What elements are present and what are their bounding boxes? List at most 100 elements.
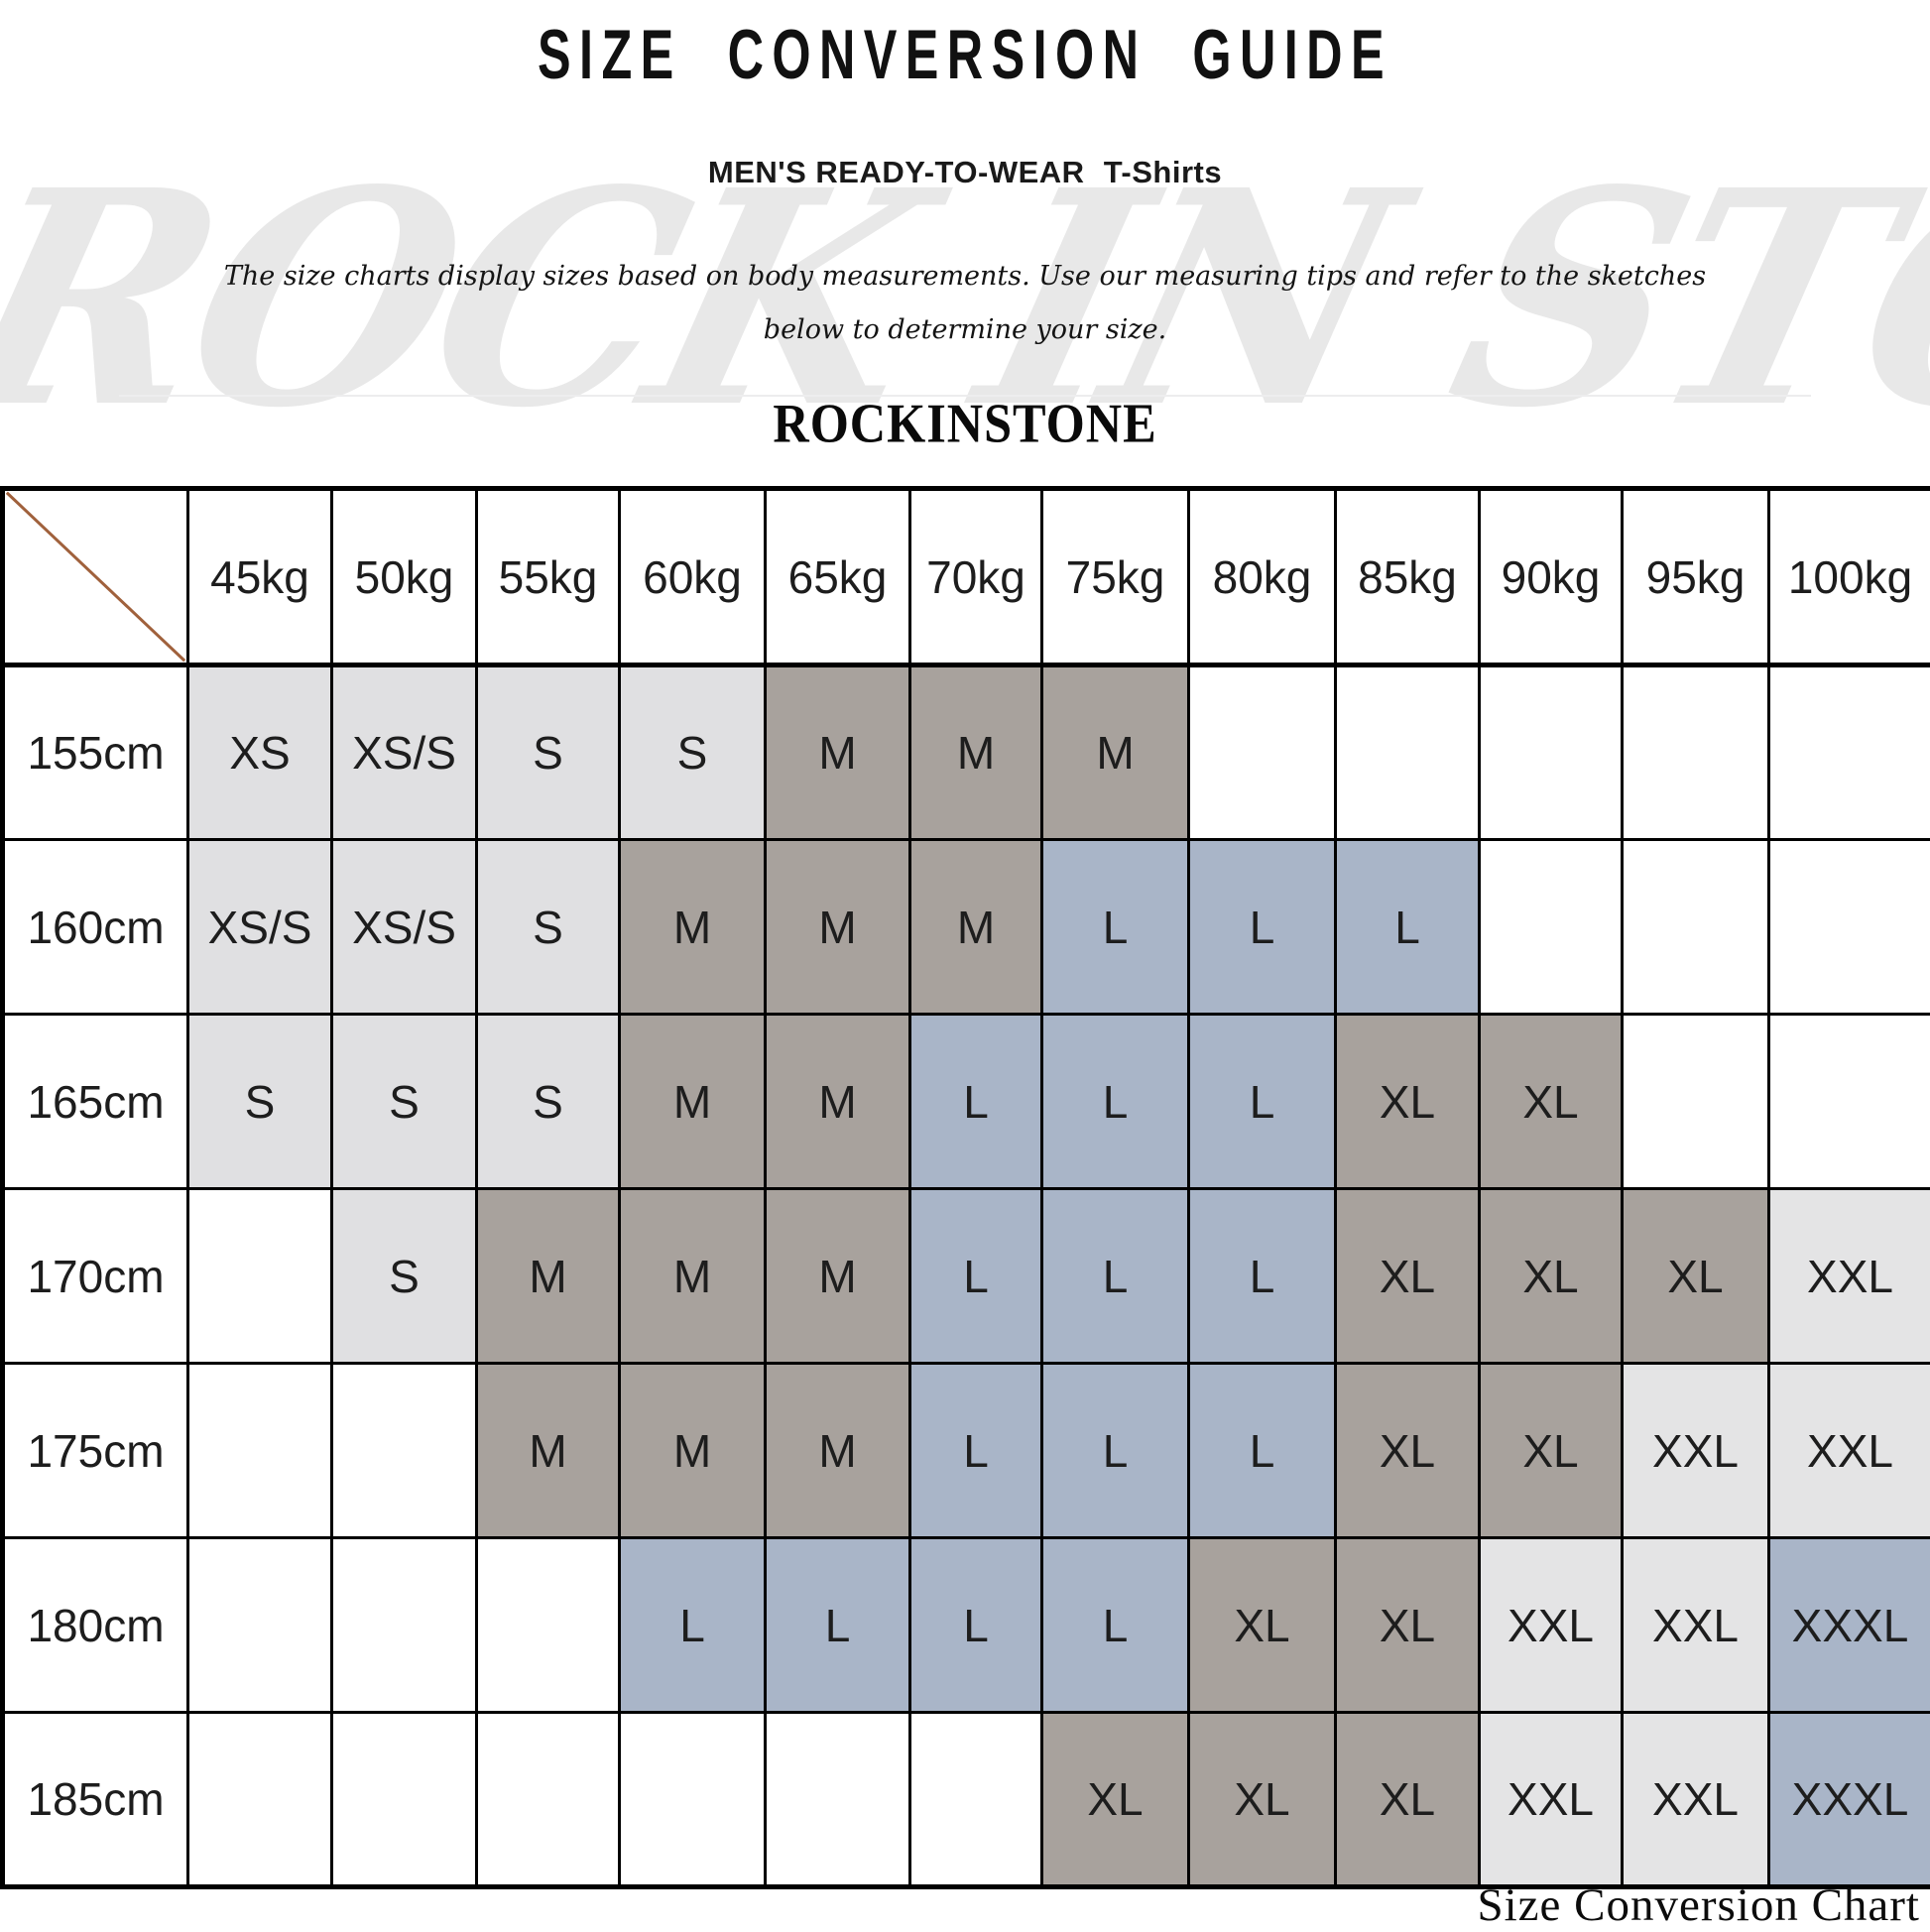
size-cell: L — [910, 1015, 1042, 1189]
weight-header: 65kg — [766, 489, 910, 665]
size-cell: XL — [1189, 1538, 1336, 1713]
size-cell: XL — [1480, 1364, 1623, 1538]
size-cell — [910, 1713, 1042, 1887]
size-cell — [1623, 1015, 1769, 1189]
size-cell: L — [1042, 1364, 1189, 1538]
weight-header: 45kg — [188, 489, 332, 665]
weight-header: 100kg — [1769, 489, 1930, 665]
size-cell: XXL — [1623, 1538, 1769, 1713]
description-line-1: The size charts display sizes based on b… — [0, 250, 1930, 303]
size-cell: L — [1042, 840, 1189, 1015]
size-cell: XXL — [1769, 1189, 1930, 1364]
size-cell: XXXL — [1769, 1538, 1930, 1713]
size-cell — [1769, 665, 1930, 840]
size-cell: L — [1042, 1015, 1189, 1189]
size-cell — [188, 1364, 332, 1538]
size-cell: XXL — [1480, 1538, 1623, 1713]
size-cell: M — [910, 665, 1042, 840]
size-cell — [332, 1538, 477, 1713]
size-cell: M — [620, 1189, 766, 1364]
size-cell: XXL — [1623, 1364, 1769, 1538]
size-cell — [1623, 665, 1769, 840]
size-cell: XS/S — [332, 665, 477, 840]
size-cell: S — [332, 1015, 477, 1189]
size-cell — [332, 1364, 477, 1538]
height-label: 180cm — [3, 1538, 188, 1713]
size-cell: XS/S — [188, 840, 332, 1015]
size-cell: L — [1042, 1189, 1189, 1364]
size-cell: XL — [1042, 1713, 1189, 1887]
size-cell: XL — [1336, 1713, 1480, 1887]
height-label: 170cm — [3, 1189, 188, 1364]
size-cell: M — [766, 1364, 910, 1538]
size-cell — [1480, 665, 1623, 840]
size-cell — [1189, 665, 1336, 840]
size-cell: XL — [1480, 1015, 1623, 1189]
size-cell — [1769, 1015, 1930, 1189]
size-cell — [1480, 840, 1623, 1015]
size-cell: XL — [1336, 1189, 1480, 1364]
size-cell — [1336, 665, 1480, 840]
size-cell: S — [477, 665, 620, 840]
size-cell — [332, 1713, 477, 1887]
size-cell: XXL — [1480, 1713, 1623, 1887]
size-cell — [188, 1538, 332, 1713]
height-label: 175cm — [3, 1364, 188, 1538]
subtitle-category: MEN'S READY-TO-WEAR — [708, 155, 1085, 189]
size-cell: XS/S — [332, 840, 477, 1015]
size-cell: S — [477, 1015, 620, 1189]
subtitle-product: T-Shirts — [1104, 155, 1222, 189]
size-cell — [620, 1713, 766, 1887]
size-cell: L — [620, 1538, 766, 1713]
size-cell: L — [1336, 840, 1480, 1015]
size-cell: L — [1189, 1364, 1336, 1538]
description: The size charts display sizes based on b… — [0, 250, 1930, 357]
size-cell: L — [1189, 1015, 1336, 1189]
size-cell: M — [477, 1189, 620, 1364]
size-cell: M — [910, 840, 1042, 1015]
size-cell: XL — [1336, 1538, 1480, 1713]
size-cell: M — [620, 1364, 766, 1538]
size-cell: XL — [1336, 1364, 1480, 1538]
size-cell: M — [766, 840, 910, 1015]
size-cell: XL — [1336, 1015, 1480, 1189]
size-cell: XL — [1480, 1189, 1623, 1364]
weight-header: 85kg — [1336, 489, 1480, 665]
size-cell — [477, 1538, 620, 1713]
subtitle: MEN'S READY-TO-WEAR T-Shirts — [0, 155, 1930, 190]
size-cell — [1623, 840, 1769, 1015]
size-cell — [1769, 840, 1930, 1015]
size-cell: XXL — [1623, 1713, 1769, 1887]
description-line-2: below to determine your size. — [0, 303, 1930, 357]
weight-header: 90kg — [1480, 489, 1623, 665]
weight-header: 80kg — [1189, 489, 1336, 665]
size-cell: L — [1189, 840, 1336, 1015]
size-cell: M — [766, 1189, 910, 1364]
size-cell: XS — [188, 665, 332, 840]
size-cell: S — [188, 1015, 332, 1189]
weight-header: 75kg — [1042, 489, 1189, 665]
page-title: SIZE CONVERSION GUIDE — [155, 14, 1776, 94]
size-cell: XXL — [1769, 1364, 1930, 1538]
size-cell — [188, 1189, 332, 1364]
size-cell: S — [332, 1189, 477, 1364]
size-cell: M — [620, 1015, 766, 1189]
weight-header: 60kg — [620, 489, 766, 665]
size-cell: S — [477, 840, 620, 1015]
chart-caption: Size Conversion Chart — [1477, 1878, 1920, 1932]
size-cell: M — [766, 665, 910, 840]
size-cell: S — [620, 665, 766, 840]
weight-header: 50kg — [332, 489, 477, 665]
size-cell — [188, 1713, 332, 1887]
size-cell: L — [1042, 1538, 1189, 1713]
